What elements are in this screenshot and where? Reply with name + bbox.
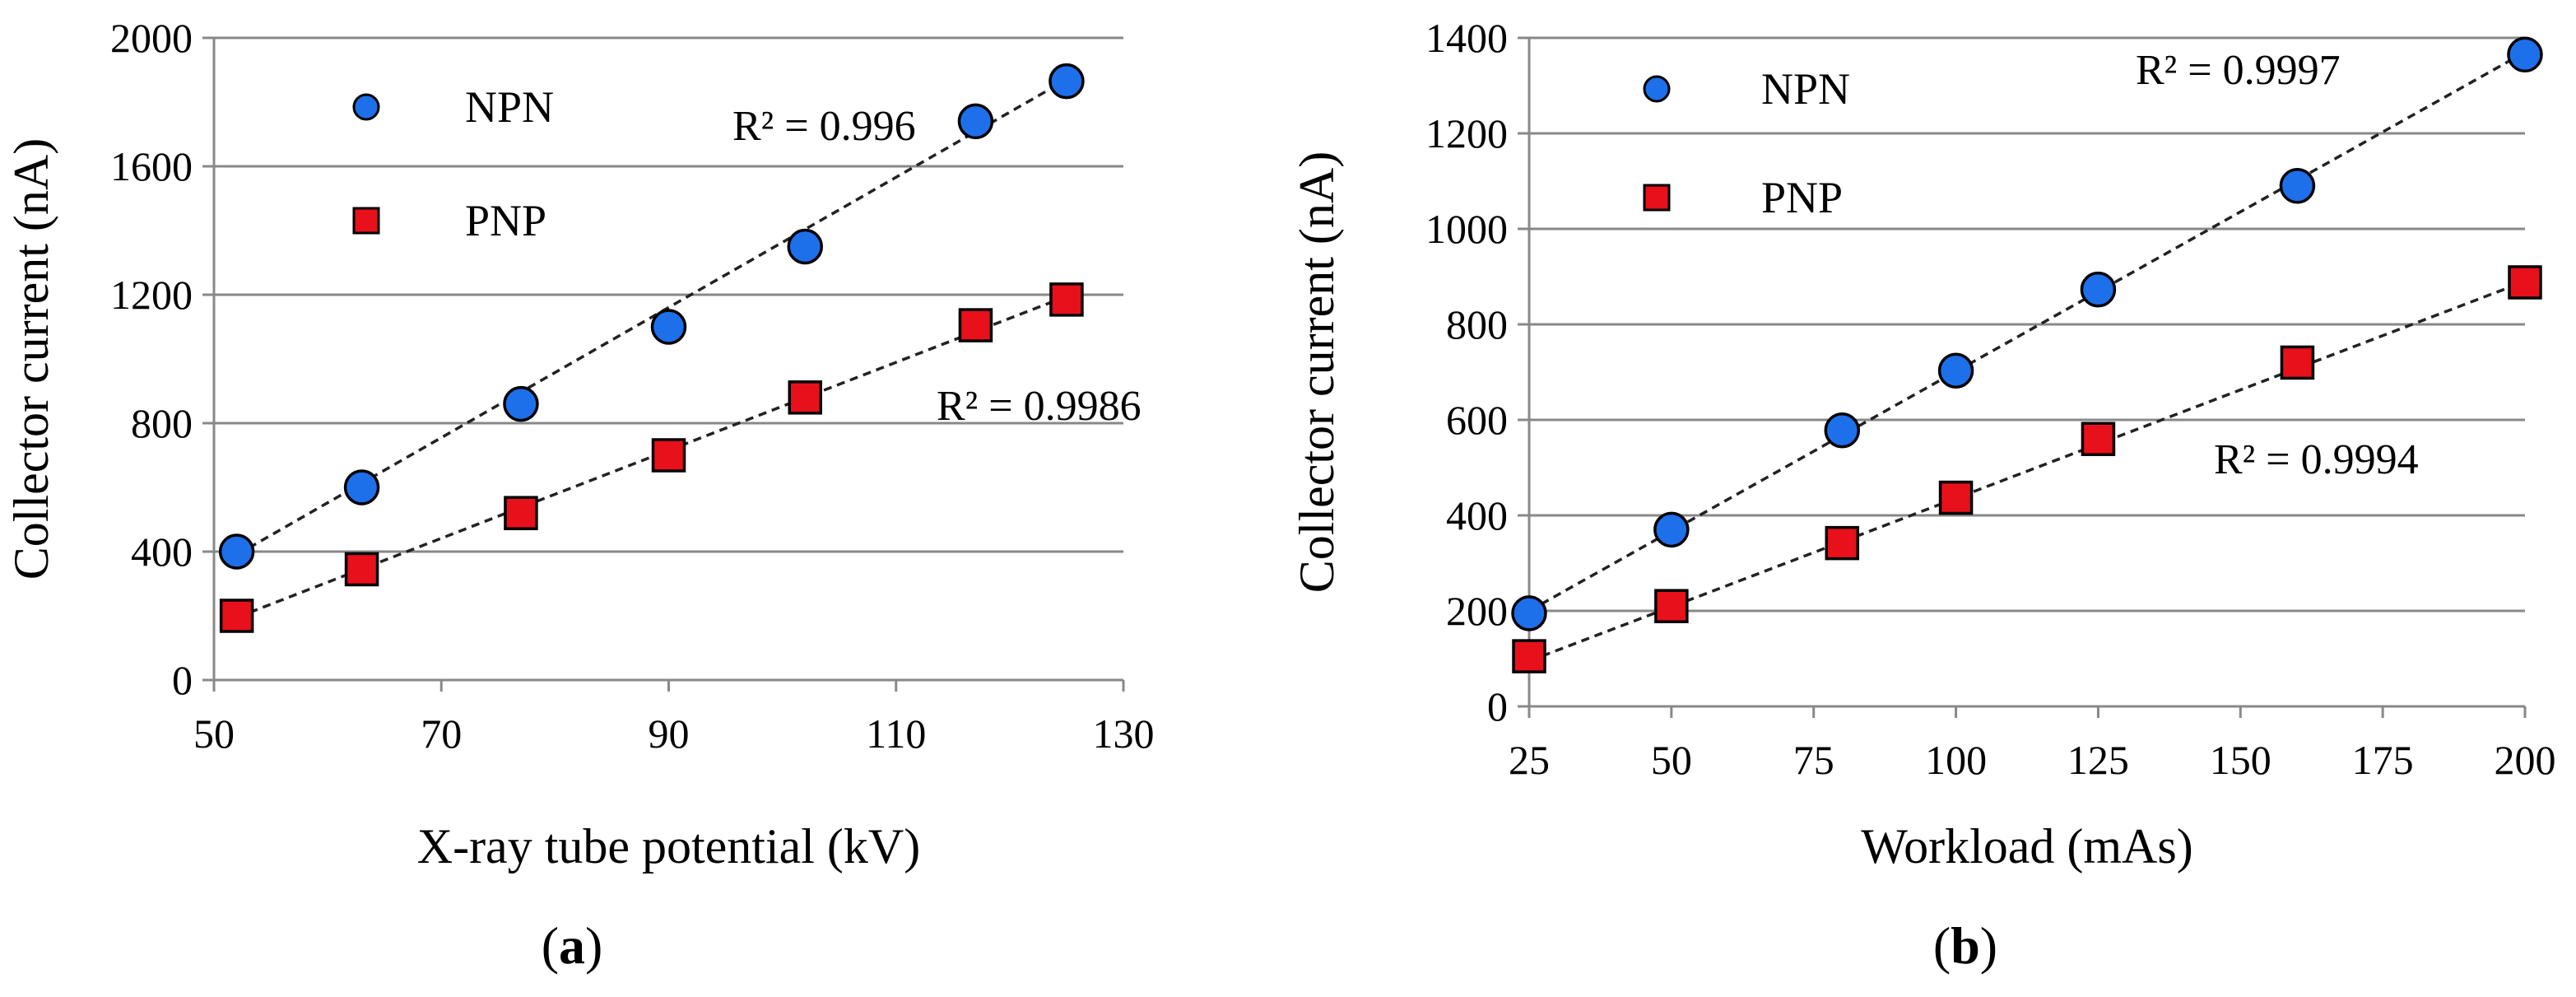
data-point-npn bbox=[957, 103, 994, 140]
data-point-npn bbox=[218, 533, 255, 570]
x-tick-label: 75 bbox=[1793, 737, 1834, 783]
legend-marker-npn bbox=[352, 93, 380, 121]
x-tick-label: 50 bbox=[193, 710, 235, 757]
y-tick-label: 2000 bbox=[110, 15, 193, 61]
x-axis-title: X-ray tube potential (kV) bbox=[417, 819, 920, 874]
panel-label-close: ) bbox=[1980, 916, 1997, 975]
data-point-pnp bbox=[1049, 282, 1084, 317]
data-point-npn bbox=[1653, 511, 1690, 548]
x-tick-label: 130 bbox=[1093, 710, 1155, 757]
y-tick-label: 1400 bbox=[1425, 15, 1508, 61]
data-point-npn bbox=[2080, 271, 2117, 308]
x-tick-label: 150 bbox=[2210, 737, 2271, 783]
x-tick-label: 90 bbox=[649, 710, 690, 757]
y-tick-label: 600 bbox=[1446, 397, 1508, 443]
legend-label-pnp: PNP bbox=[465, 196, 546, 245]
data-point-pnp bbox=[1938, 480, 1974, 515]
y-tick-label: 400 bbox=[1446, 492, 1508, 538]
y-tick-label: 400 bbox=[131, 529, 193, 575]
y-axis-title: Collector current (nA) bbox=[1290, 151, 1344, 593]
y-tick-label: 0 bbox=[172, 657, 193, 703]
x-tick-label: 200 bbox=[2495, 737, 2556, 783]
trendline-pnp bbox=[1528, 280, 2526, 663]
data-point-npn bbox=[1824, 412, 1861, 449]
x-tick-label: 125 bbox=[2067, 737, 2129, 783]
data-point-pnp bbox=[958, 308, 993, 342]
panel-label: (b) bbox=[1933, 916, 1997, 975]
panel-label: (a) bbox=[542, 916, 603, 975]
r2-annotation-npn: R² = 0.996 bbox=[732, 103, 916, 150]
data-point-pnp bbox=[219, 599, 254, 633]
data-point-npn bbox=[503, 385, 539, 422]
y-tick-label: 800 bbox=[131, 400, 193, 446]
legend-marker-pnp bbox=[352, 207, 380, 235]
x-tick-label: 25 bbox=[1509, 737, 1550, 783]
panel-label-letter: b bbox=[1951, 916, 1980, 975]
legend-label-pnp: PNP bbox=[1761, 173, 1843, 222]
panel-label-open: ( bbox=[1933, 916, 1951, 975]
data-point-pnp bbox=[1825, 525, 1860, 561]
data-point-pnp bbox=[2508, 265, 2542, 300]
chart-b: 0 200 400 600 800 1000 1200 1400 25 50 75 100 125 150… bbox=[1290, 15, 2556, 975]
data-point-npn bbox=[787, 228, 823, 265]
data-point-npn bbox=[343, 469, 380, 505]
data-point-pnp bbox=[651, 438, 686, 473]
panel-label-letter: a bbox=[559, 916, 585, 975]
trendline-npn bbox=[1528, 50, 2526, 613]
x-tick-label: 100 bbox=[1925, 737, 1987, 783]
y-tick-label: 1600 bbox=[110, 143, 193, 189]
data-point-pnp bbox=[344, 552, 379, 587]
data-point-pnp bbox=[1512, 639, 1546, 673]
data-point-pnp bbox=[788, 380, 822, 415]
y-axis-title: Collector current (nA) bbox=[4, 138, 58, 580]
legend-marker-npn bbox=[1643, 75, 1671, 103]
r2-annotation-npn: R² = 0.9997 bbox=[2136, 47, 2341, 94]
r2-annotation-pnp: R² = 0.9986 bbox=[937, 383, 1142, 430]
chart-a: 0 400 800 1200 1600 2000 50 70 90 110 130 Collector… bbox=[4, 15, 1155, 975]
x-tick-label: 110 bbox=[866, 710, 926, 757]
data-point-npn bbox=[1511, 595, 1547, 631]
y-tick-label: 0 bbox=[1487, 683, 1508, 729]
data-point-npn bbox=[1049, 63, 1085, 100]
y-tick-label: 1200 bbox=[1425, 110, 1508, 156]
data-point-npn bbox=[2279, 168, 2316, 204]
x-tick-label: 50 bbox=[1651, 737, 1692, 783]
y-tick-label: 1200 bbox=[110, 272, 193, 318]
x-axis-title: Workload (mAs) bbox=[1861, 819, 2192, 874]
x-tick-label: 70 bbox=[421, 710, 462, 757]
data-point-pnp bbox=[504, 496, 538, 530]
panel-label-close: ) bbox=[585, 916, 602, 975]
legend-marker-pnp bbox=[1643, 184, 1671, 212]
y-tick-label: 200 bbox=[1446, 588, 1508, 634]
legend-label-npn: NPN bbox=[1761, 64, 1850, 114]
panel-label-open: ( bbox=[542, 916, 559, 975]
data-point-pnp bbox=[2081, 422, 2116, 456]
legend-label-npn: NPN bbox=[465, 82, 554, 132]
x-tick-label: 175 bbox=[2352, 737, 2414, 783]
data-point-npn bbox=[1937, 352, 1974, 389]
y-tick-label: 800 bbox=[1446, 301, 1508, 347]
data-point-pnp bbox=[1654, 589, 1689, 623]
r2-annotation-pnp: R² = 0.9994 bbox=[2214, 436, 2419, 483]
data-point-npn bbox=[2507, 36, 2543, 73]
data-point-pnp bbox=[2280, 345, 2315, 380]
y-tick-label: 1000 bbox=[1425, 206, 1508, 252]
data-point-npn bbox=[650, 309, 687, 345]
